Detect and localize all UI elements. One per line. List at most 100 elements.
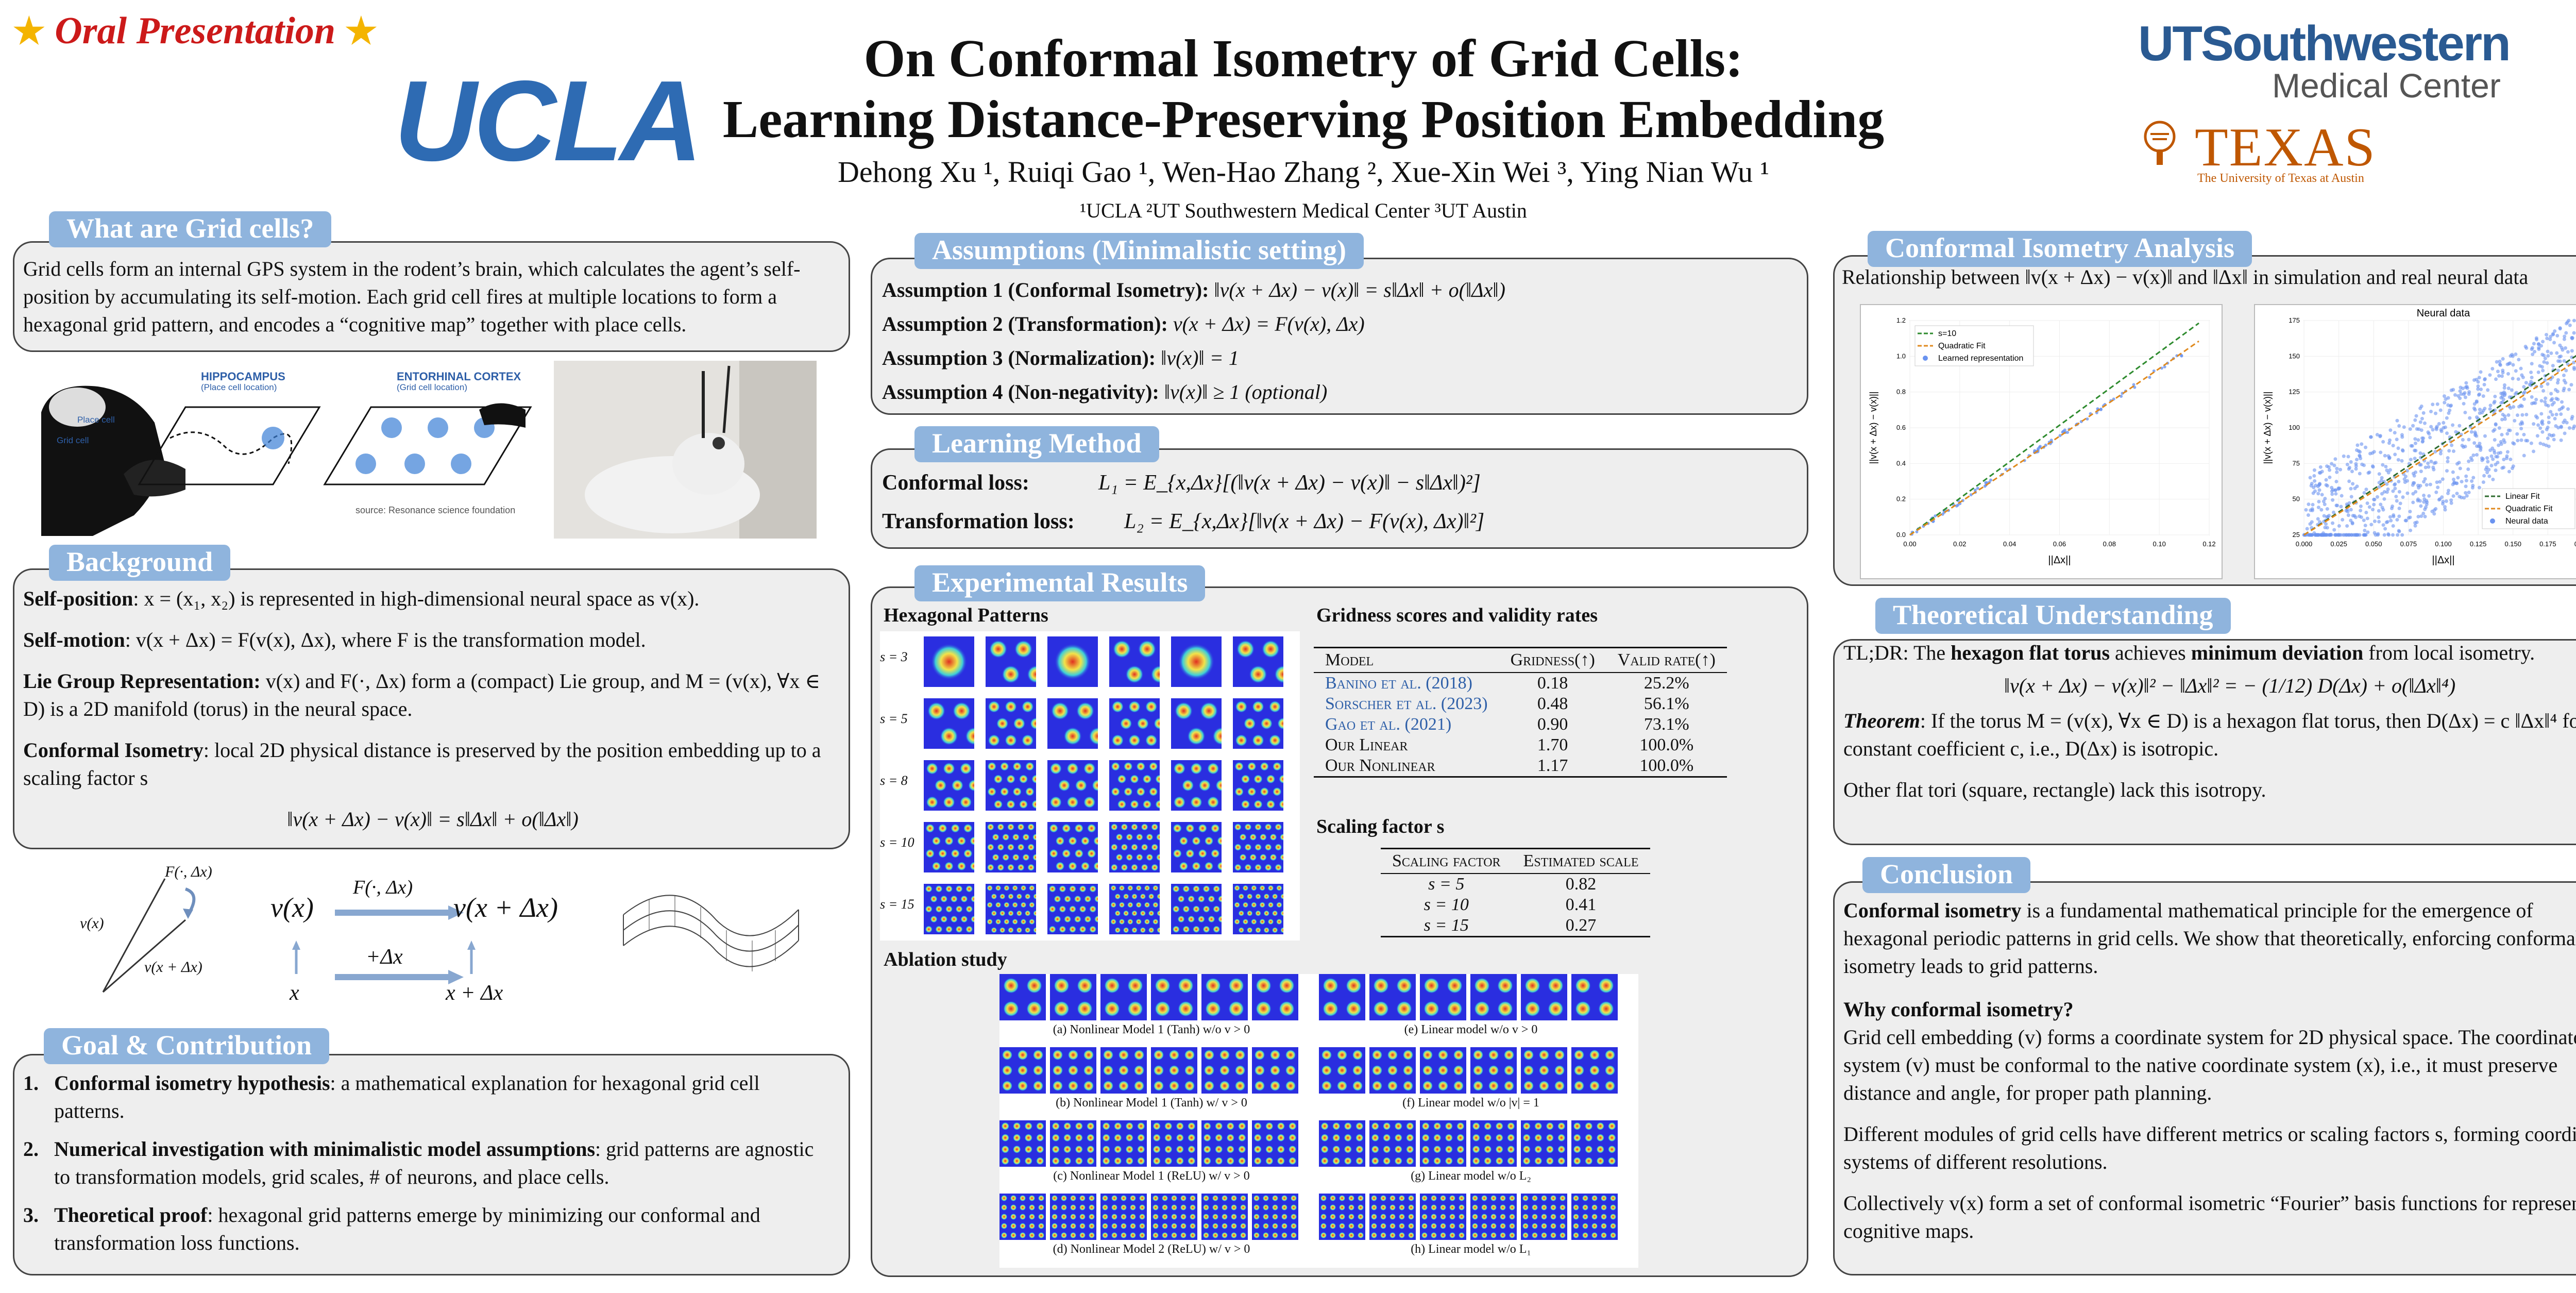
data-point [2409,458,2413,462]
data-point [2558,326,2562,330]
data-point [2406,516,2411,520]
data-point [2376,532,2380,536]
data-point [2338,467,2343,472]
data-point [2495,360,2499,364]
data-point [2500,374,2504,378]
data-point [2323,502,2327,507]
data-point [2540,352,2545,357]
theory-panel [1833,639,2576,845]
data-point [2463,444,2467,448]
data-point [2482,474,2486,478]
data-point [2472,378,2476,382]
data-point [2451,388,2455,392]
data-point [2562,389,2566,393]
data-point [2433,449,2437,454]
data-point [2335,470,2339,474]
data-point [2318,465,2323,469]
data-point [2327,513,2331,517]
data-point [2520,422,2524,426]
data-point [2347,467,2351,471]
legend-label: Learned representation [1938,354,2023,363]
data-point [2451,423,2455,427]
affiliations: ¹UCLA ²UT Southwestern Medical Center ³U… [1080,199,1527,222]
simulation-plot: 0.00 0.02 0.04 0.06 0.08 0.10 0.12 0.0 0.2 0.4 0.6… [1860,304,2223,579]
data-point [2479,448,2483,452]
hex-pattern-tile [1047,698,1107,749]
data-point [2465,386,2469,390]
data-point [2397,490,2401,494]
data-point [2497,374,2501,378]
plot-title: Neural data [2417,308,2470,319]
data-point [2337,524,2341,528]
y-tick-label: 0.0 [1896,531,1906,539]
data-point [2511,363,2515,367]
ablation-tile [1571,1194,1618,1240]
data-point [2385,482,2389,486]
data-point [2342,454,2346,458]
data-point [2345,524,2349,528]
data-point [2386,487,2390,491]
data-point [2513,418,2517,423]
data-point [2411,500,2415,505]
data-point [2336,487,2341,491]
data-point [2305,527,2309,531]
data-point [2507,469,2511,474]
hex-patterns-title: Hexagonal Patterns [884,604,1048,626]
data-point [2413,418,2417,422]
data-point [2414,490,2418,494]
grid-cell-label: Grid cell [57,435,89,445]
data-point [2485,456,2489,460]
data-point [2354,533,2358,537]
data-point [2464,381,2468,385]
data-point [2450,443,2454,447]
data-point [2344,509,2348,513]
data-point [2316,492,2320,496]
data-point [2520,404,2524,408]
data-point [2347,479,2351,483]
ablation-tile [1319,1120,1365,1167]
data-point [2498,359,2502,363]
data-point [2488,373,2492,377]
data-point [2377,472,2381,476]
data-point [2449,498,2453,502]
ablation-caption: (g) Linear model w/o L₂ [1411,1169,1531,1183]
ablation-tile [1201,1047,1248,1094]
data-point [2538,441,2543,445]
data-point [1915,530,1919,533]
assumption-item: Assumption 3 (Normalization): ‖v(x)‖ = 1 [882,346,1239,370]
data-point [2514,369,2518,373]
table-row: Sorscher et al. (2023) 0.48 56.1% [1325,694,1689,713]
data-point [2473,433,2477,437]
data-point [2312,531,2316,535]
scaling-title: Scaling factor s [1316,816,1445,837]
data-point [2471,476,2476,480]
data-point [2322,514,2326,518]
data-point [2344,533,2348,537]
data-point [2563,346,2567,350]
hex-pattern-tile [986,822,1040,872]
data-point [2539,399,2544,403]
data-point [2451,494,2455,498]
ablation-tile [1369,1120,1416,1167]
data-point [2449,501,2453,505]
data-point [2381,523,2385,527]
data-point [2470,485,2475,490]
data-point [2354,458,2359,462]
hex-pattern-tile [1171,636,1222,687]
data-point [2039,445,2042,448]
legend-box [1914,325,2034,366]
data-point [1984,481,1988,484]
data-point [2421,439,2425,443]
ablation-tile [1100,1047,1147,1094]
background-text: Self-position: x = (x₁, x₂) is represent… [23,587,821,831]
x-tick-label: 0.100 [2435,540,2452,548]
data-point [2546,354,2550,358]
diag-F-mid: F(·, Δx) [353,877,413,898]
data-point [2541,442,2546,446]
data-point [2408,427,2412,431]
hex-pattern-tile [1109,698,1166,749]
quadratic-fit-line [2303,360,2576,536]
x-tick-label: 0.175 [2539,540,2556,548]
legend-label: Linear Fit [2505,492,2540,501]
data-point [2388,515,2392,519]
